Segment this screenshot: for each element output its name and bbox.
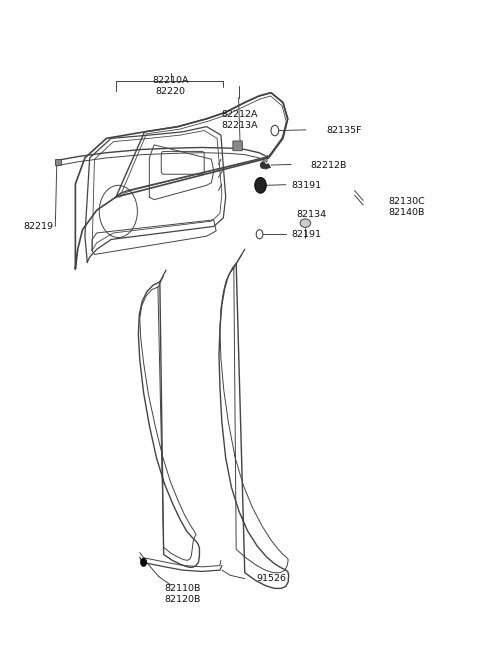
Circle shape <box>255 178 266 193</box>
Text: 82134: 82134 <box>296 210 326 219</box>
Text: 83191: 83191 <box>291 181 321 190</box>
Circle shape <box>141 558 146 566</box>
Circle shape <box>256 230 263 239</box>
Text: 82130C
82140B: 82130C 82140B <box>388 196 425 217</box>
Text: 82212A
82213A: 82212A 82213A <box>222 110 258 130</box>
Text: 82191: 82191 <box>291 230 321 238</box>
Text: 82135F: 82135F <box>326 126 361 135</box>
Polygon shape <box>263 163 271 170</box>
FancyBboxPatch shape <box>233 141 242 151</box>
Text: 82212B: 82212B <box>311 160 347 170</box>
Circle shape <box>271 125 279 136</box>
Text: 82110B
82120B: 82110B 82120B <box>165 584 201 604</box>
Text: 82219: 82219 <box>23 222 53 231</box>
Ellipse shape <box>300 219 311 227</box>
Circle shape <box>261 162 265 168</box>
FancyBboxPatch shape <box>55 159 61 165</box>
Text: 91526: 91526 <box>257 574 287 583</box>
Text: 82210A
82220: 82210A 82220 <box>153 76 189 96</box>
